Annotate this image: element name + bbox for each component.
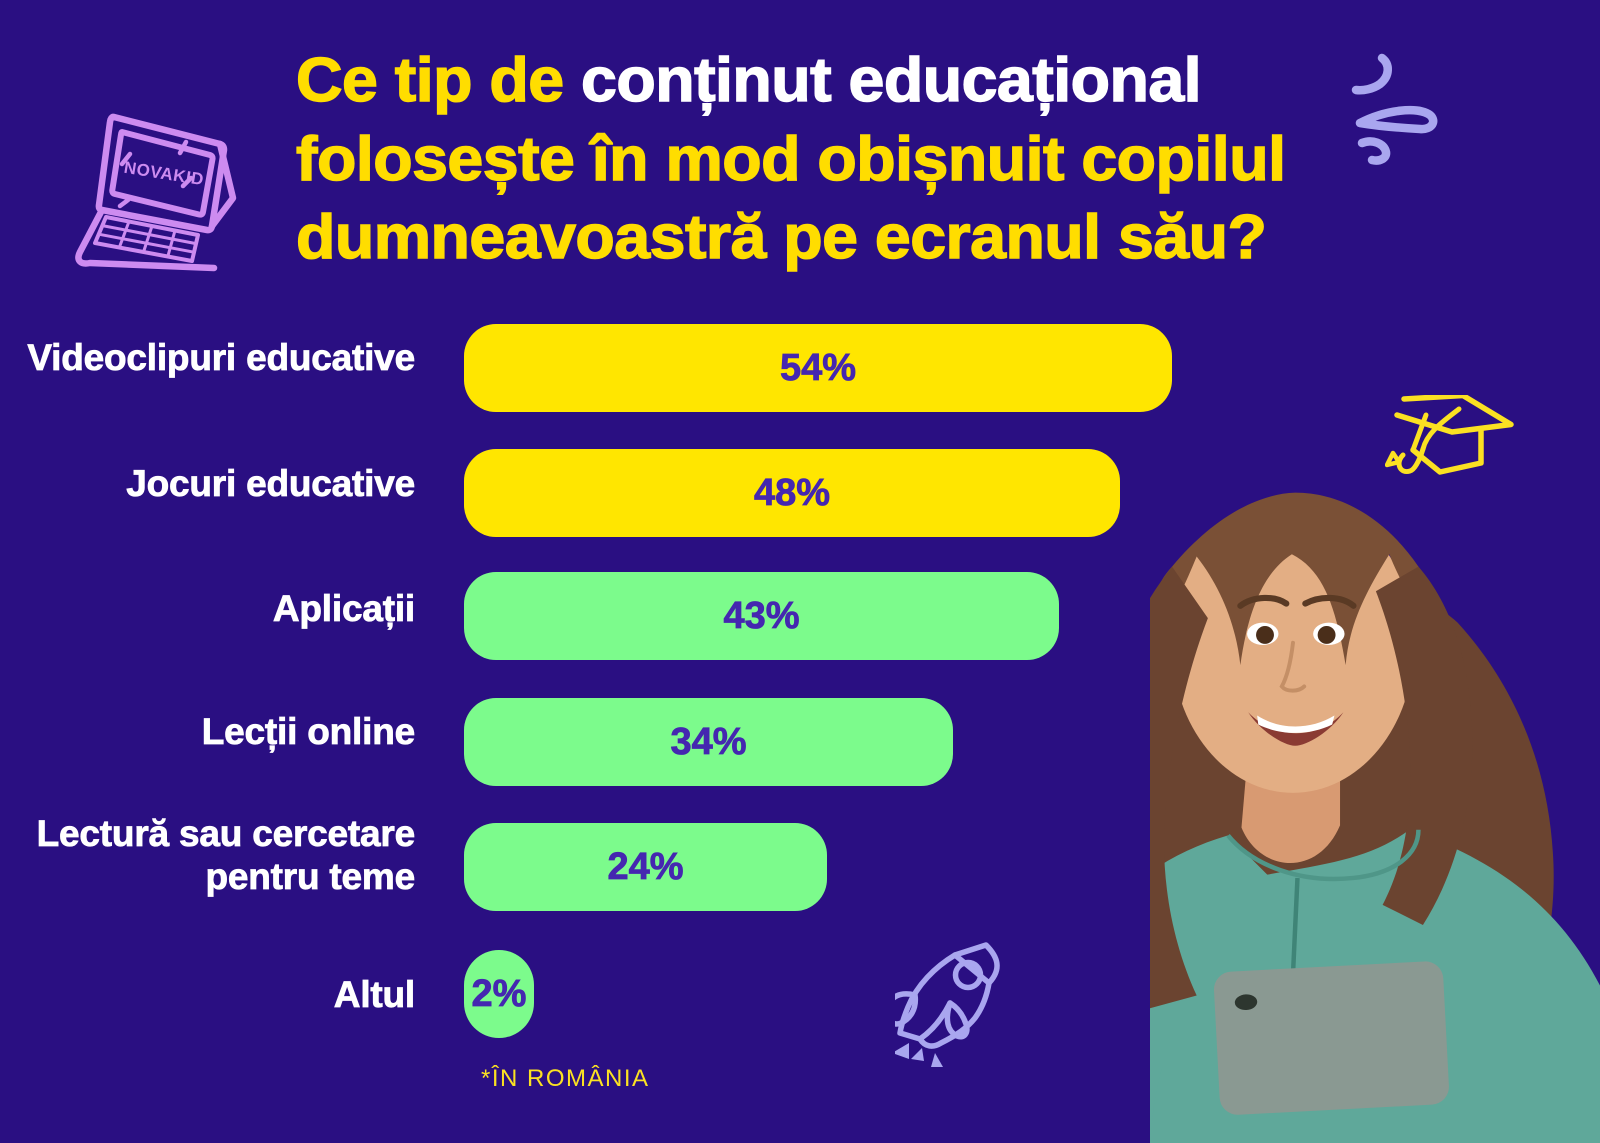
svg-text:NOVAKID: NOVAKID <box>123 158 206 189</box>
